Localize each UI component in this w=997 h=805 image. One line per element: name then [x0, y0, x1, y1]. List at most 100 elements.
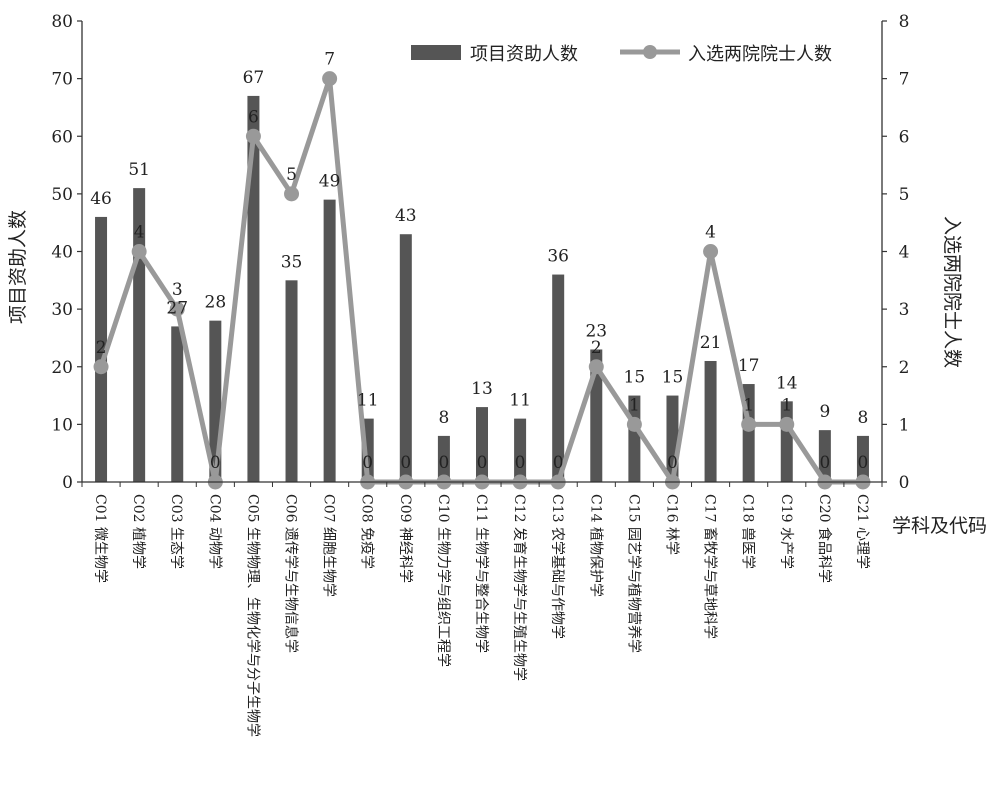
bar-value-label: 8 [438, 408, 449, 428]
bar-10 [437, 435, 450, 482]
y2-tick-label: 4 [899, 243, 910, 263]
bar-value-label: 17 [738, 356, 760, 376]
y2-tick-label: 1 [899, 415, 910, 435]
line-value-label: 0 [362, 453, 373, 473]
y2-tick-label: 8 [899, 12, 910, 32]
y-tick-label: 0 [62, 473, 73, 493]
bar-value-label: 9 [819, 402, 830, 422]
category-label: C07 细胞生物学 [321, 494, 337, 597]
line-value-label: 5 [286, 165, 297, 185]
line-point-6 [284, 186, 300, 202]
line-value-label: 6 [248, 107, 259, 127]
y-tick-label: 70 [51, 70, 73, 90]
bar-20 [818, 430, 831, 482]
bar-value-label: 15 [624, 368, 646, 388]
y-tick-label: 30 [51, 300, 73, 320]
line-value-label: 7 [324, 50, 335, 70]
y-tick-label: 10 [51, 415, 73, 435]
legend-line-label: 入选两院院士人数 [688, 44, 832, 65]
bar-value-label: 36 [547, 247, 569, 267]
bar-6 [285, 280, 298, 482]
line-point-15 [626, 416, 642, 432]
y-tick-label: 20 [51, 358, 73, 378]
legend: 项目资助人数 入选两院院士人数 [411, 44, 832, 65]
y2-tick-label: 5 [899, 185, 910, 205]
category-label: C05 生物物理、生物化学与分子生物学 [244, 494, 260, 737]
bar-value-label: 23 [585, 321, 607, 341]
category-label: C15 园艺学与植物营养学 [625, 494, 641, 653]
bar-21 [856, 435, 869, 482]
y-tick-label: 50 [51, 185, 73, 205]
line-value-label: 2 [591, 338, 602, 358]
y-tick-label: 60 [51, 127, 73, 147]
line-value-label: 1 [781, 395, 792, 415]
y2-tick-label: 2 [899, 358, 910, 378]
category-label: C20 食品科学 [816, 494, 833, 583]
line-value-label: 0 [858, 453, 869, 473]
y2-tick-label: 7 [899, 70, 910, 90]
category-label: C21 心理学 [854, 494, 870, 569]
legend-bar-swatch [411, 45, 461, 60]
line-value-label: 0 [400, 453, 411, 473]
line-point-1 [93, 359, 109, 375]
category-label: C02 植物学 [130, 494, 146, 569]
bar-value-label: 8 [858, 408, 869, 428]
bar-value-label: 67 [243, 68, 265, 88]
bar-value-label: 43 [395, 206, 417, 226]
line-point-18 [741, 416, 757, 432]
line-point-14 [588, 359, 604, 375]
line-point-19 [779, 416, 795, 432]
category-label: C03 生态学 [168, 494, 184, 569]
line-point-3 [169, 301, 185, 317]
y-tick-label: 80 [51, 12, 73, 32]
bar-value-label: 51 [128, 160, 150, 180]
line-value-label: 0 [210, 453, 221, 473]
category-label: C12 发育生物学与生殖生物学 [511, 494, 528, 681]
line-point-5 [245, 128, 261, 144]
bar-value-label: 35 [281, 252, 303, 272]
line-point-2 [131, 244, 147, 259]
line-value-label: 3 [172, 280, 183, 300]
line-value-label: 4 [705, 223, 716, 243]
category-label: C16 林学 [663, 494, 679, 555]
bar-1 [95, 216, 108, 483]
category-label: C14 植物保护学 [587, 494, 603, 597]
legend-line-marker [643, 45, 657, 59]
line-value-label: 2 [96, 338, 107, 358]
category-label: C11 生物学与整合生物学 [473, 494, 489, 653]
legend-bar-label: 项目资助人数 [470, 44, 578, 65]
bar-value-label: 28 [205, 293, 227, 313]
y-axis-title: 项目资助人数 [7, 210, 29, 324]
bar-value-label: 21 [700, 333, 722, 353]
category-label: C08 免疫学 [359, 494, 375, 569]
category-label: C06 遗传学与生物信息学 [283, 494, 300, 653]
bar-5 [247, 95, 260, 482]
category-label: C19 水产学 [778, 494, 794, 569]
line-value-label: 4 [134, 223, 145, 243]
category-label: C01 微生物学 [92, 494, 108, 583]
category-label: C09 神经科学 [397, 494, 413, 583]
bar-value-label: 49 [319, 172, 341, 192]
x-axis-title: 学科及代码 [892, 515, 987, 537]
line-value-label: 0 [438, 453, 449, 473]
line-value-label: 1 [743, 395, 754, 415]
bar-9 [399, 234, 412, 482]
bar-value-label: 13 [471, 379, 493, 399]
line-value-label: 0 [477, 453, 488, 473]
y2-axis-title: 入选两院院士人数 [941, 216, 963, 368]
bar-12 [514, 418, 527, 482]
line-value-label: 0 [553, 453, 564, 473]
bar-17 [704, 360, 717, 482]
y2-tick-label: 0 [899, 473, 910, 493]
y2-tick-label: 6 [899, 127, 910, 147]
bar-value-label: 27 [166, 298, 188, 318]
bar-7 [323, 199, 336, 482]
bar-value-label: 11 [357, 391, 379, 411]
bar-value-label: 14 [776, 373, 798, 393]
bar-11 [476, 407, 488, 482]
category-label: C17 畜牧学与草地科学 [702, 494, 718, 639]
bar-value-label: 46 [90, 189, 112, 209]
category-label: C13 农学基础与作物学 [549, 494, 566, 639]
